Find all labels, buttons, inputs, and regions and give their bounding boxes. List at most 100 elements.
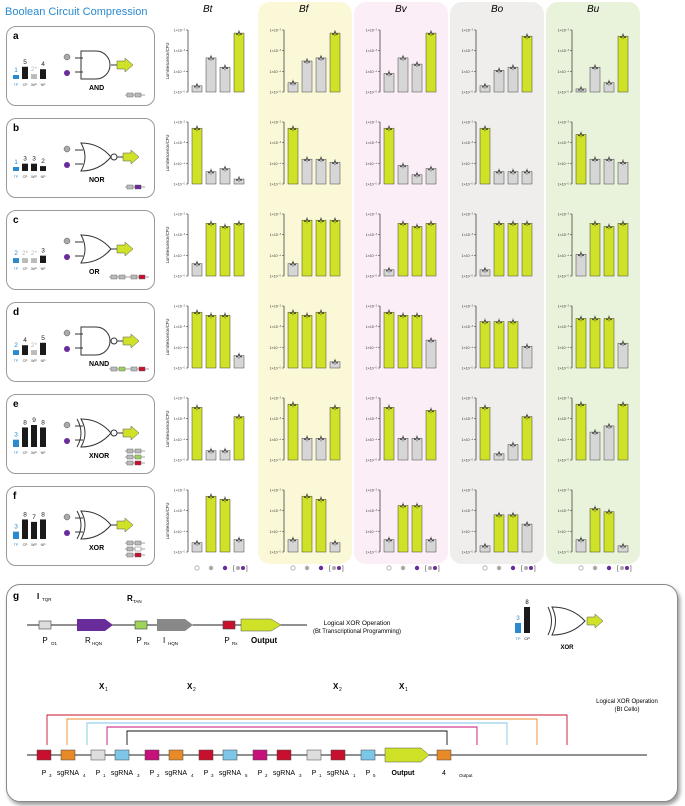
data-point bbox=[524, 171, 526, 174]
y-tick-label: 1×10⁻⁵ bbox=[462, 91, 474, 95]
input-2-icon bbox=[64, 254, 70, 260]
data-point bbox=[222, 499, 224, 502]
gate-name: NAND bbox=[89, 361, 110, 368]
data-point bbox=[198, 407, 200, 410]
data-bar bbox=[315, 158, 327, 185]
data-point bbox=[386, 128, 388, 130]
data-point bbox=[510, 223, 512, 226]
data-point bbox=[414, 438, 416, 441]
part-label: P bbox=[366, 770, 371, 777]
data-point bbox=[428, 340, 430, 342]
data-bar bbox=[329, 219, 341, 277]
data-bar bbox=[301, 219, 313, 277]
bracket-right: ] bbox=[438, 566, 440, 572]
count-label: 5 bbox=[23, 59, 27, 66]
promoter-part bbox=[130, 274, 138, 280]
data-point bbox=[332, 362, 334, 364]
data-point bbox=[578, 404, 580, 407]
data-point bbox=[528, 346, 530, 349]
data-point bbox=[318, 159, 320, 161]
data-point bbox=[212, 171, 214, 174]
cds-part bbox=[157, 619, 193, 631]
count-label: 8 bbox=[23, 511, 27, 518]
data-point bbox=[400, 165, 402, 168]
data-point bbox=[290, 263, 292, 266]
data-point bbox=[240, 179, 242, 181]
data-point bbox=[596, 223, 598, 226]
marker-inducer1-icon bbox=[620, 566, 624, 570]
data-point bbox=[414, 505, 416, 508]
data-point bbox=[428, 223, 430, 226]
data-bar bbox=[507, 514, 519, 553]
data-point bbox=[582, 404, 584, 407]
y-tick-label: 1×10⁻⁴ bbox=[269, 346, 281, 350]
data-point bbox=[240, 33, 242, 35]
data-bar bbox=[507, 66, 519, 93]
y-tick-label: 1×10⁻⁵ bbox=[270, 459, 282, 463]
y-tick-label: 1×10⁻³ bbox=[174, 141, 186, 145]
data-bar bbox=[493, 223, 505, 277]
output-arrow-icon bbox=[122, 333, 140, 349]
count-bar-cp bbox=[22, 163, 28, 171]
data-point bbox=[236, 223, 238, 226]
data-point bbox=[308, 220, 310, 222]
data-point bbox=[514, 223, 516, 226]
data-point bbox=[236, 355, 238, 358]
inducer-label: R bbox=[127, 594, 133, 603]
gate-panel-xnor: e XNOR 3 TP 8 CP 9 WP 8 NP bbox=[6, 394, 155, 474]
panel-letter: a bbox=[13, 31, 19, 42]
gate-symbol bbox=[80, 234, 112, 264]
y-tick-label: 1×10⁻⁵ bbox=[366, 91, 378, 95]
xor-gate-symbol bbox=[551, 606, 586, 636]
category-label: NP bbox=[41, 543, 47, 547]
data-point bbox=[496, 515, 498, 517]
data-point bbox=[432, 539, 434, 542]
data-point bbox=[578, 254, 580, 257]
category-label: TP bbox=[14, 83, 19, 87]
data-bar bbox=[219, 499, 231, 553]
data-point bbox=[322, 220, 324, 222]
genetic-part bbox=[198, 749, 214, 761]
data-point bbox=[514, 171, 516, 174]
output-cds bbox=[240, 618, 282, 632]
gate-panel-xor: f XOR 3 TP 8 CP 7 WP 8 NP bbox=[6, 486, 155, 566]
xor-extra-line bbox=[547, 606, 552, 636]
y-tick-label: 1×10⁻³ bbox=[558, 325, 570, 329]
part-label: P bbox=[96, 770, 101, 777]
data-point bbox=[496, 70, 498, 73]
inducer-subscript: TQR bbox=[42, 597, 52, 602]
data-point bbox=[308, 159, 310, 161]
output-arrow-icon bbox=[122, 425, 140, 441]
y-tick-label: 1×10⁻⁵ bbox=[462, 551, 474, 555]
y-tick-label: 1×10⁻⁴ bbox=[173, 530, 185, 534]
data-bar bbox=[603, 158, 615, 185]
data-point bbox=[524, 416, 526, 419]
panel-letter: g bbox=[13, 591, 19, 602]
marker-inducer1-icon bbox=[304, 565, 310, 571]
count-label: 3 bbox=[32, 156, 36, 163]
data-bar bbox=[383, 127, 395, 185]
part-label: P bbox=[42, 770, 47, 777]
data-bar bbox=[603, 226, 615, 277]
count-label: 2 bbox=[14, 342, 18, 349]
category-label: NP bbox=[41, 175, 47, 179]
output-arrow-icon bbox=[122, 149, 140, 165]
data-point bbox=[610, 511, 612, 514]
y-tick-label: 1×10⁻³ bbox=[174, 49, 186, 53]
part-label: sgRNA bbox=[273, 770, 296, 777]
y-tick-label: 1×10⁻² bbox=[270, 29, 282, 33]
data-point bbox=[582, 89, 584, 91]
y-tick-label: 1×10⁻⁴ bbox=[365, 346, 377, 350]
data-bar bbox=[383, 311, 395, 369]
x-input-label: X bbox=[187, 682, 193, 691]
data-bar bbox=[493, 514, 505, 553]
gate-symbol bbox=[80, 142, 112, 172]
genetic-part bbox=[36, 749, 52, 761]
panel-letter: c bbox=[13, 215, 19, 226]
count-label: 1 bbox=[14, 159, 18, 166]
organism-label-bu: Bu bbox=[587, 4, 600, 15]
data-point bbox=[528, 36, 530, 38]
category-label: CP bbox=[23, 267, 29, 271]
data-point bbox=[318, 58, 320, 60]
